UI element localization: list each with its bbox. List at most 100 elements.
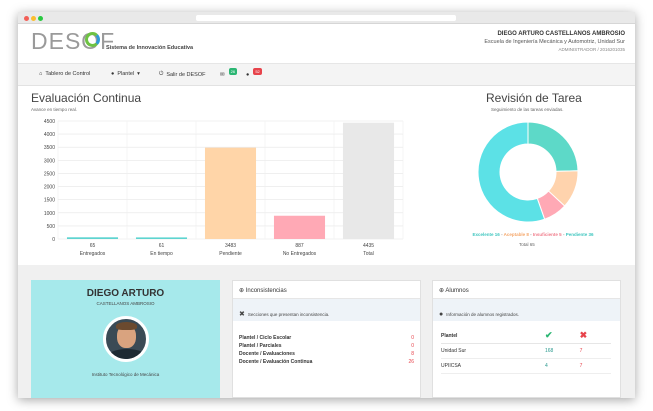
y-tick-label: 500 [47, 224, 56, 230]
y-tick-label: 2500 [44, 171, 55, 177]
bar [66, 237, 119, 239]
cross-icon: ✖ [579, 329, 611, 344]
avatar-hair [115, 322, 137, 330]
y-tick-label: 4500 [44, 119, 55, 125]
donut-slice [477, 121, 546, 223]
inconsistencias-list: Plantel / Ciclo Escolar 0 Plantel / Parci… [233, 335, 420, 367]
table-row[interactable]: Unidad Sur 168 7 [441, 343, 611, 359]
ok-count: 4 [544, 358, 580, 374]
profile-name: DIEGO ARTURO [86, 288, 165, 299]
table-header-row: Plantel ✔ ✖ [441, 329, 611, 344]
nav-dashboard-label: Tablero de Control [45, 71, 91, 77]
nav-alerts[interactable]: ● 52 [246, 68, 262, 78]
inconsistencia-row[interactable]: Plantel / Ciclo Escolar 0 [233, 335, 420, 343]
people-icon: ● [246, 71, 250, 78]
revision-donut-chart [477, 121, 579, 223]
circle-plus-icon: ⊕ [239, 288, 245, 294]
plantel-name: UPIICSA [441, 358, 545, 374]
maximize-dot[interactable] [38, 16, 43, 21]
x-tick-label: Pendiente [219, 251, 242, 257]
alumnos-note-text: Información de alumnos registrados. [446, 311, 520, 317]
ok-count: 168 [544, 343, 580, 359]
home-icon: ⌂ [39, 71, 43, 77]
inconsistencias-header[interactable]: ⊕ Inconsistencias [233, 281, 420, 299]
evaluacion-bar-chart: 0 500 1000 1500 2000 2500 3000 3500 4000 4500 65 En… [44, 119, 404, 257]
caret-down-icon: ▾ [137, 71, 140, 77]
inconsistencias-note: ✖ Secciones que presentan inconsistencia… [233, 299, 420, 321]
alumnos-note: ● Información de alumnos registrados. [433, 299, 620, 321]
row-label: Docente / Evaluaciones [239, 351, 295, 357]
revision-legend: Excelente 16 - Aceptable 8 - Insuficient… [458, 232, 608, 237]
minimize-dot[interactable] [31, 16, 36, 21]
avatar-shirt [106, 349, 146, 359]
row-value: 8 [411, 351, 414, 357]
alumnos-header[interactable]: ⊕ Alumnos [433, 281, 620, 299]
bar-value-label: 65 [90, 243, 96, 249]
bar-value-label: 4435 [363, 243, 374, 249]
bar [135, 237, 188, 239]
bottom-panel: DIEGO ARTURO CASTELLANOS AMBROSIO Instit… [18, 265, 635, 398]
revision-total: Total 65 [519, 242, 535, 247]
y-tick-label: 3000 [44, 158, 55, 164]
nav-plantel-label: Plantel [117, 71, 135, 77]
row-label: Plantel / Parciales [239, 343, 282, 349]
nav-logout[interactable]: ⏻ Salir de DESOF [159, 71, 205, 78]
legend-separator: - [561, 232, 566, 237]
browser-chrome [18, 12, 635, 24]
user-school: Escuela de Ingeniería Mecánica y Automot… [484, 39, 625, 45]
avatar[interactable] [102, 316, 149, 362]
nav-plantel[interactable]: ● Plantel ▾ [111, 71, 140, 77]
inconsistencias-note-text: Secciones que presentan inconsistencia. [247, 311, 330, 317]
profile-surnames: CASTELLANOS AMBROSIO [96, 301, 155, 306]
bar-value-label: 887 [295, 243, 304, 249]
row-value: 0 [411, 343, 414, 349]
x-tick-label: Entregados [80, 251, 106, 257]
app-header: DESOF Sistema de Innovación Educativa DI… [18, 24, 635, 64]
logo-text[interactable]: DESOF [31, 28, 116, 54]
alerts-badge: 52 [253, 68, 262, 75]
row-value: 0 [411, 335, 414, 341]
user-icon: ● [439, 310, 444, 318]
inconsistencia-row[interactable]: Docente / Evaluación Continua 26 [233, 359, 420, 367]
logo-subtitle: Sistema de Innovación Educativa [106, 45, 194, 51]
legend-entry: Insuficiente 5 [532, 232, 562, 237]
legend-entry: Aceptable 8 [503, 232, 529, 237]
inconsistencia-row[interactable]: Plantel / Parciales 0 [233, 343, 420, 351]
avatar-face [116, 325, 136, 348]
inconsistencia-row[interactable]: Docente / Evaluaciones 8 [233, 351, 420, 359]
user-role: ADMINISTRADOR / 2016201035 [558, 47, 625, 52]
revision-subtitle: Seguimiento de las tareas enviadas. [491, 107, 564, 112]
browser-window: DESOF Sistema de Innovación Educativa DI… [18, 12, 635, 398]
cross-icon: ✖ [239, 311, 245, 318]
col-plantel: Plantel [441, 329, 545, 344]
bad-count: 7 [579, 358, 611, 374]
bar [342, 122, 395, 239]
y-tick-label: 1000 [44, 211, 55, 217]
inconsistencias-title: Inconsistencias [245, 288, 287, 294]
evaluacion-subtitle: Avance en tiempo real. [31, 107, 77, 112]
revision-title: Revisión de Tarea [486, 91, 582, 105]
alumnos-card: ⊕ Alumnos ● Información de alumnos regis… [432, 280, 621, 398]
logo-mark-icon [85, 32, 100, 47]
bar [204, 147, 257, 239]
plantel-name: Unidad Sur [441, 343, 545, 359]
nav-messages[interactable]: ✉ 26 [220, 68, 238, 78]
alumnos-title: Alumnos [445, 288, 469, 294]
row-label: Docente / Evaluación Continua [239, 359, 313, 365]
nav-bar: ⌂ Tablero de Control ● Plantel ▾ ⏻ Salir… [18, 64, 635, 86]
x-tick-label: No Entregados [283, 251, 317, 257]
address-bar[interactable] [196, 15, 456, 21]
legend-separator: - [499, 232, 504, 237]
nav-logout-label: Salir de DESOF [166, 71, 206, 78]
y-tick-label: 4000 [44, 132, 55, 138]
user-info: DIEGO ARTURO CASTELLANOS AMBROSIO Escuel… [484, 31, 625, 52]
messages-badge: 26 [228, 68, 238, 75]
alumnos-table: Plantel ✔ ✖ Unidad Sur 168 7 UPIICSA 4 7 [441, 329, 611, 374]
table-row[interactable]: UPIICSA 4 7 [441, 358, 611, 374]
close-dot[interactable] [24, 16, 29, 21]
nav-dashboard[interactable]: ⌂ Tablero de Control [39, 71, 90, 77]
evaluacion-title: Evaluación Continua [31, 91, 142, 105]
x-tick-label: En tiempo [150, 251, 173, 257]
y-tick-label: 3500 [44, 145, 55, 151]
main-panel: Evaluación Continua Avance en tiempo rea… [18, 87, 635, 265]
